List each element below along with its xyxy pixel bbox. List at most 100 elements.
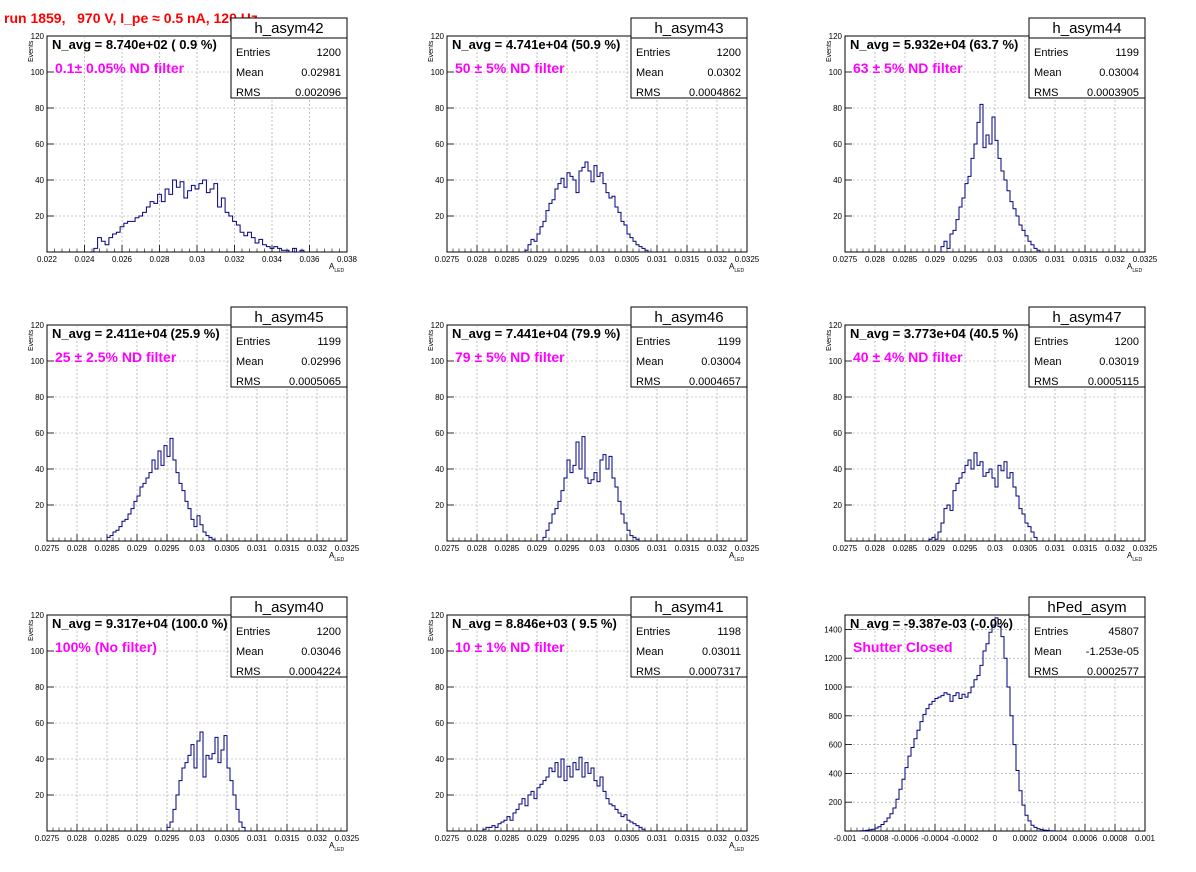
stats-key: Mean	[1034, 646, 1062, 658]
x-tick-label: 0.028	[149, 255, 170, 264]
y-tick-label: 40	[35, 176, 44, 185]
y-tick-label: 100	[829, 357, 843, 366]
x-tick-label: 0.031	[647, 255, 668, 264]
y-tick-label: 20	[35, 501, 44, 510]
x-tick-label: 0.0008	[1103, 834, 1128, 843]
stats-key: Entries	[636, 47, 671, 59]
y-tick-label: 120	[31, 321, 45, 330]
panel-hPed_asym: -0.001 -0.0008 -0.0006 -0.0004 -0.0002 0 0.000…	[824, 596, 1156, 843]
x-tick-label: 0.0295	[953, 544, 978, 553]
stats-value: 0.0003905	[1087, 87, 1139, 99]
stats-value: 45807	[1108, 626, 1139, 638]
y-tick-label: 20	[435, 212, 444, 221]
y-tick-label: 60	[833, 429, 842, 438]
panel-h_asym45: 0.0275 0.028 0.0285 0.029 0.0295 0.03 0.0305 0.…	[28, 306, 360, 563]
stats-value: 0.03004	[1099, 67, 1139, 79]
navg-label: N_avg = -9.387e-03 (-0.0%)	[850, 616, 1013, 631]
stats-key: Mean	[236, 646, 264, 658]
x-tick-label: 0.031	[1045, 255, 1066, 264]
x-tick-label: 0.0325	[735, 544, 760, 553]
x-tick-label: 0.032	[307, 544, 328, 553]
navg-label: N_avg = 8.846e+03 ( 9.5 %)	[452, 616, 617, 631]
stats-value: 0.03004	[701, 356, 741, 368]
stats-value: 1200	[317, 626, 341, 638]
stats-key: Entries	[236, 626, 271, 638]
stats-frame	[630, 596, 748, 678]
x-tick-label: -0.0008	[861, 834, 889, 843]
x-tick-label: 0.0315	[675, 834, 700, 843]
y-tick-label: 100	[31, 647, 45, 656]
x-tick-label: 0.03	[189, 255, 205, 264]
stats-value: 0.0005115	[1088, 376, 1139, 388]
x-axis-label-sub: LED	[334, 847, 344, 853]
y-tick-label: 60	[435, 429, 444, 438]
y-tick-label: 20	[35, 212, 44, 221]
stats-value: 0.0007317	[689, 666, 741, 678]
y-tick-label: 400	[829, 769, 843, 778]
y-tick-label: 200	[829, 798, 843, 807]
x-tick-label: 0.032	[1105, 544, 1126, 553]
y-tick-label: 1000	[824, 683, 842, 692]
stats-frame	[1028, 596, 1146, 678]
navg-label: N_avg = 7.441e+04 (79.9 %)	[452, 326, 620, 341]
y-tick-label: 40	[35, 465, 44, 474]
histogram-line	[524, 161, 649, 252]
x-tick-label: 0.0315	[275, 834, 300, 843]
x-tick-label: 0.0305	[1013, 544, 1038, 553]
filter-label: 79 ± 5% ND filter	[455, 349, 565, 365]
stats-value: 1200	[317, 47, 341, 59]
y-axis-label: Events	[428, 619, 435, 641]
y-tick-label: 20	[833, 212, 842, 221]
panel-h_asym41: 0.0275 0.028 0.0285 0.029 0.0295 0.03 0.0305 0.…	[428, 596, 760, 853]
y-tick-label: 120	[829, 321, 843, 330]
stats-value: 0.03019	[1099, 356, 1139, 368]
x-tick-label: 0	[993, 834, 998, 843]
stats-value: 1199	[1115, 47, 1139, 59]
panel-h_asym43: 0.0275 0.028 0.0285 0.029 0.0295 0.03 0.0305 0.…	[428, 17, 760, 274]
stats-key: Mean	[236, 356, 264, 368]
stats-key: Mean	[636, 67, 664, 79]
stats-value: 0.0302	[707, 67, 741, 79]
stats-key: RMS	[636, 87, 660, 99]
x-tick-label: 0.026	[112, 255, 133, 264]
stats-value: 1200	[1115, 336, 1139, 348]
y-tick-label: 120	[31, 32, 45, 41]
x-tick-label: 0.032	[307, 834, 328, 843]
y-tick-label: 80	[435, 683, 444, 692]
filter-label: 50 ± 5% ND filter	[455, 60, 565, 76]
y-tick-label: 60	[35, 140, 44, 149]
histogram-line	[928, 452, 1038, 541]
stats-title: h_asym42	[254, 20, 323, 37]
stats-box: h_asym41 Entries 1198 Mean 0.03011 RMS 0.00073…	[630, 596, 748, 678]
histogram-line	[542, 436, 640, 541]
x-tick-label: 0.0275	[833, 544, 858, 553]
stats-key: RMS	[636, 666, 660, 678]
stats-value: 1199	[717, 336, 741, 348]
x-tick-label: 0.0325	[1133, 255, 1158, 264]
stats-key: RMS	[1034, 87, 1058, 99]
stats-value: -1.253e-05	[1086, 646, 1139, 658]
x-tick-label: 0.024	[74, 255, 95, 264]
y-tick-label: 120	[431, 32, 445, 41]
stats-key: RMS	[236, 376, 260, 388]
y-tick-label: 80	[35, 683, 44, 692]
stats-key: RMS	[1034, 666, 1058, 678]
y-tick-label: 60	[435, 140, 444, 149]
x-tick-label: 0.001	[1135, 834, 1156, 843]
histogram-line	[106, 437, 216, 541]
stats-title: h_asym43	[654, 20, 723, 37]
y-tick-label: 80	[833, 104, 842, 113]
stats-key: Mean	[636, 356, 664, 368]
stats-value: 0.02981	[301, 67, 341, 79]
x-tick-label: 0.0305	[615, 834, 640, 843]
panel-h_asym40: 0.0275 0.028 0.0285 0.029 0.0295 0.03 0.0305 0.…	[28, 596, 360, 853]
x-tick-label: 0.0325	[335, 544, 360, 553]
x-tick-label: 0.0285	[495, 834, 520, 843]
x-tick-label: 0.029	[925, 255, 946, 264]
navg-label: N_avg = 8.740e+02 ( 0.9 %)	[52, 37, 217, 52]
x-tick-label: 0.0295	[555, 544, 580, 553]
y-tick-label: 120	[431, 611, 445, 620]
x-tick-label: 0.0325	[735, 255, 760, 264]
x-tick-label: 0.028	[67, 544, 88, 553]
panel-h_asym42: 0.022 0.024 0.026 0.028 0.03 0.032 0.034 0.036 0…	[28, 17, 358, 274]
